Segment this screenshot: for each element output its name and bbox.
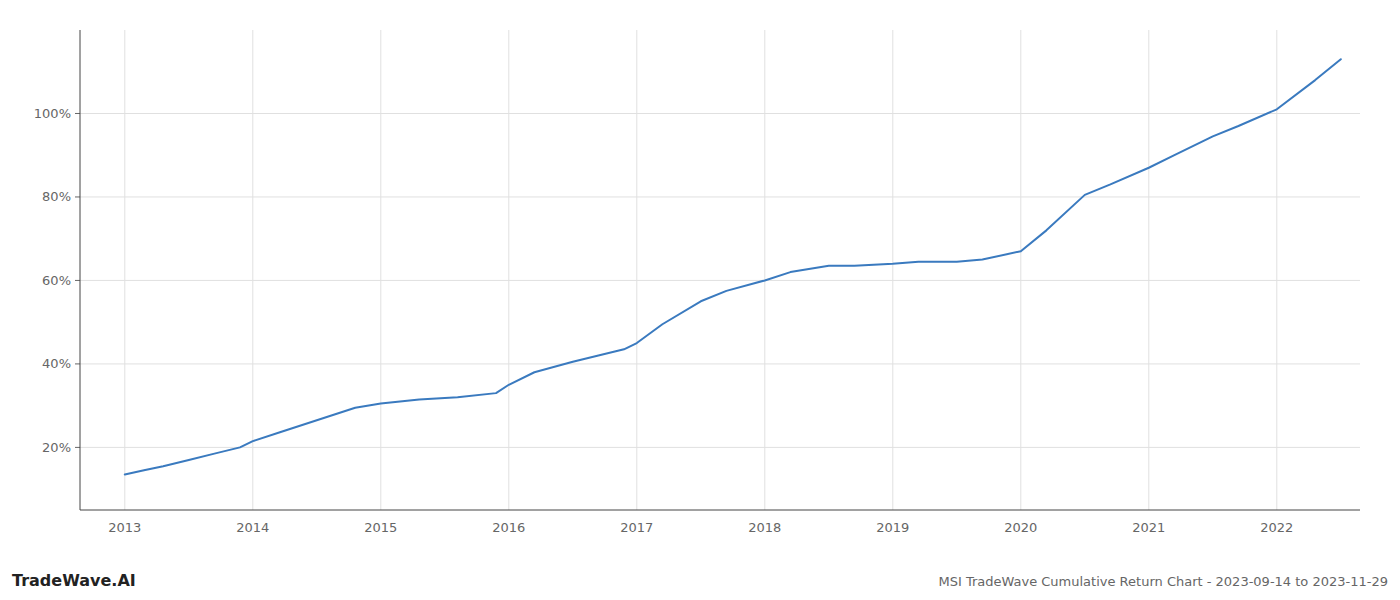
x-axis-line [80,510,1360,511]
title: MSI TradeWave Cumulative Return Chart - … [938,574,1388,589]
y-axis-line [80,30,81,510]
plot-area [125,59,1341,474]
x-grid-line [380,30,381,510]
y-tick [75,447,80,448]
watermark: TradeWave.AI [12,571,136,590]
y-grid-line [80,113,1360,114]
y-grid-line [80,363,1360,364]
y-grid-line [80,196,1360,197]
chart: 2013 2014 2015 2016 2017 2018 2019 2020 2021 2022… [0,0,1400,600]
x-grid-line [892,30,893,510]
x-grid-line [124,30,125,510]
y-tick [75,363,80,364]
y-tick [75,280,80,281]
y-tick [75,113,80,114]
x-tick-label: 2019 [876,520,909,535]
y-tick-label: 40% [42,356,71,371]
y-tick-label: 20% [42,440,71,455]
y-grid-line [80,280,1360,281]
x-tick-label: 2014 [236,520,269,535]
x-grid-line [1020,30,1021,510]
x-tick-label: 2013 [108,520,141,535]
x-tick-label: 2015 [364,520,397,535]
x-tick-label: 2017 [620,520,653,535]
x-tick-label: 2021 [1132,520,1165,535]
x-grid-line [636,30,637,510]
x-tick-label: 2018 [748,520,781,535]
y-tick-label: 100% [34,106,71,121]
y-tick-label: 60% [42,273,71,288]
x-tick-label: 2020 [1004,520,1037,535]
grid [80,30,1360,510]
x-grid-line [764,30,765,510]
x-tick-label: 2016 [492,520,525,535]
x-grid-line [1148,30,1149,510]
line [125,59,1341,474]
y-grid-line [80,447,1360,448]
axes: 2013 2014 2015 2016 2017 2018 2019 2020 2021 2022… [34,30,1360,535]
y-tick-label: 80% [42,189,71,204]
x-tick-label: 2022 [1260,520,1293,535]
y-tick [75,196,80,197]
x-grid-line [252,30,253,510]
x-grid-line [1276,30,1277,510]
x-grid-line [508,30,509,510]
